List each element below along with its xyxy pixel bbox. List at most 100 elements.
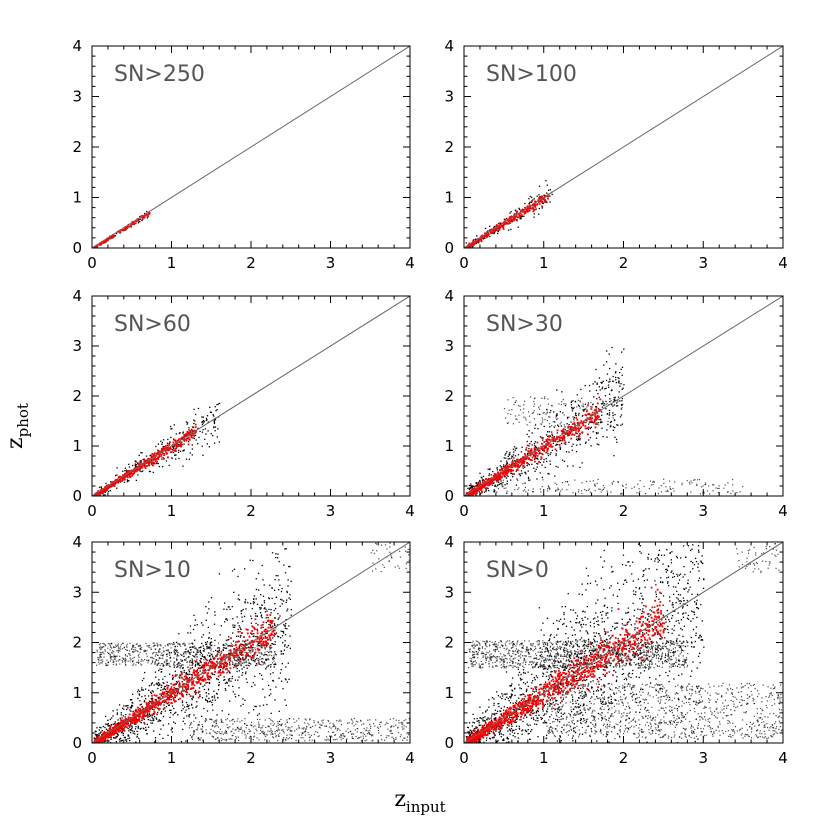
scatter-point (244, 602, 246, 604)
outlier-point (262, 658, 264, 660)
dense-point (562, 434, 565, 437)
outlier-point (570, 401, 572, 403)
scatter-point (171, 695, 173, 698)
scatter-point (119, 737, 122, 740)
scatter-point (182, 728, 184, 731)
scatter-point (287, 585, 289, 587)
scatter-point (97, 735, 99, 737)
scatter-point (213, 697, 216, 699)
scatter-point (206, 612, 209, 614)
dense-point (101, 488, 103, 490)
dense-point (598, 409, 601, 411)
outlier-point (718, 485, 720, 487)
scatter-point (114, 722, 116, 725)
dense-point (493, 477, 496, 480)
scatter-point (536, 448, 539, 450)
dense-point (133, 471, 136, 474)
scatter-point (161, 443, 163, 445)
scatter-point (605, 361, 608, 363)
scatter-point (162, 439, 165, 441)
dense-point (489, 481, 492, 484)
y-tick-label: 0 (72, 487, 82, 505)
scatter-point (131, 705, 134, 707)
scatter-point (230, 680, 232, 682)
dense-point (531, 206, 534, 209)
scatter-point (98, 729, 100, 731)
scatter-point (272, 625, 274, 627)
outlier-point (612, 480, 615, 483)
scatter-point (584, 384, 586, 387)
scatter-point (534, 456, 537, 458)
scatter-point (157, 449, 159, 451)
scatter-point (264, 628, 266, 631)
scatter-point (509, 453, 511, 455)
scatter-point (134, 733, 136, 735)
scatter-point (284, 627, 287, 629)
dense-point (475, 492, 478, 495)
scatter-point (171, 727, 173, 730)
scatter-point (265, 628, 267, 630)
dense-point (153, 454, 156, 457)
scatter-point (258, 644, 260, 647)
scatter-point (158, 709, 160, 711)
outlier-point (258, 652, 260, 654)
outlier-point (502, 485, 504, 487)
scatter-point (279, 605, 281, 607)
dense-point (129, 473, 132, 476)
scatter-point (191, 704, 193, 706)
scatter-point (529, 443, 531, 445)
scatter-point (183, 717, 185, 719)
scatter-point (94, 730, 96, 732)
scatter-point (183, 669, 185, 672)
outlier-point (508, 409, 510, 411)
scatter-point (202, 419, 205, 422)
dense-point (157, 458, 160, 461)
outlier-point (173, 651, 175, 653)
outlier-point (516, 418, 518, 420)
dense-point (191, 431, 193, 434)
scatter-point (268, 597, 270, 599)
scatter-point (206, 418, 208, 421)
scatter-point (169, 425, 172, 428)
scatter-point (210, 596, 213, 599)
scatter-point (189, 713, 191, 716)
scatter-point (514, 460, 516, 462)
scatter-point (238, 676, 240, 678)
scatter-point (517, 226, 519, 228)
scatter-point (239, 658, 242, 660)
scatter-point (279, 637, 282, 639)
scatter-point (216, 436, 218, 438)
dense-point (193, 429, 195, 432)
dense-point (519, 457, 522, 460)
scatter-point (140, 727, 142, 730)
dense-point (100, 492, 102, 495)
scatter-point (149, 470, 151, 473)
scatter-point (200, 622, 203, 624)
scatter-point (160, 440, 162, 442)
dense-point (515, 215, 518, 217)
scatter-point (274, 651, 276, 653)
scatter-point (253, 595, 256, 597)
dense-point (487, 233, 490, 236)
outlier-point (541, 421, 544, 423)
scatter-point (241, 616, 243, 618)
scatter-point (166, 681, 168, 683)
scatter-point (621, 388, 623, 391)
outlier-point (522, 483, 524, 485)
dense-point (139, 465, 142, 468)
scatter-point (257, 572, 260, 575)
scatter-point (551, 433, 553, 435)
scatter-point (524, 466, 526, 468)
scatter-point (176, 693, 179, 695)
scatter-point (152, 691, 154, 693)
outlier-point (717, 487, 719, 490)
scatter-point (598, 386, 600, 388)
outlier-point (717, 492, 719, 494)
dense-point (541, 195, 544, 198)
scatter-point (222, 666, 225, 668)
dense-point (580, 420, 583, 423)
scatter-point (281, 587, 283, 590)
scatter-point (277, 575, 279, 577)
scatter-point (188, 716, 190, 718)
